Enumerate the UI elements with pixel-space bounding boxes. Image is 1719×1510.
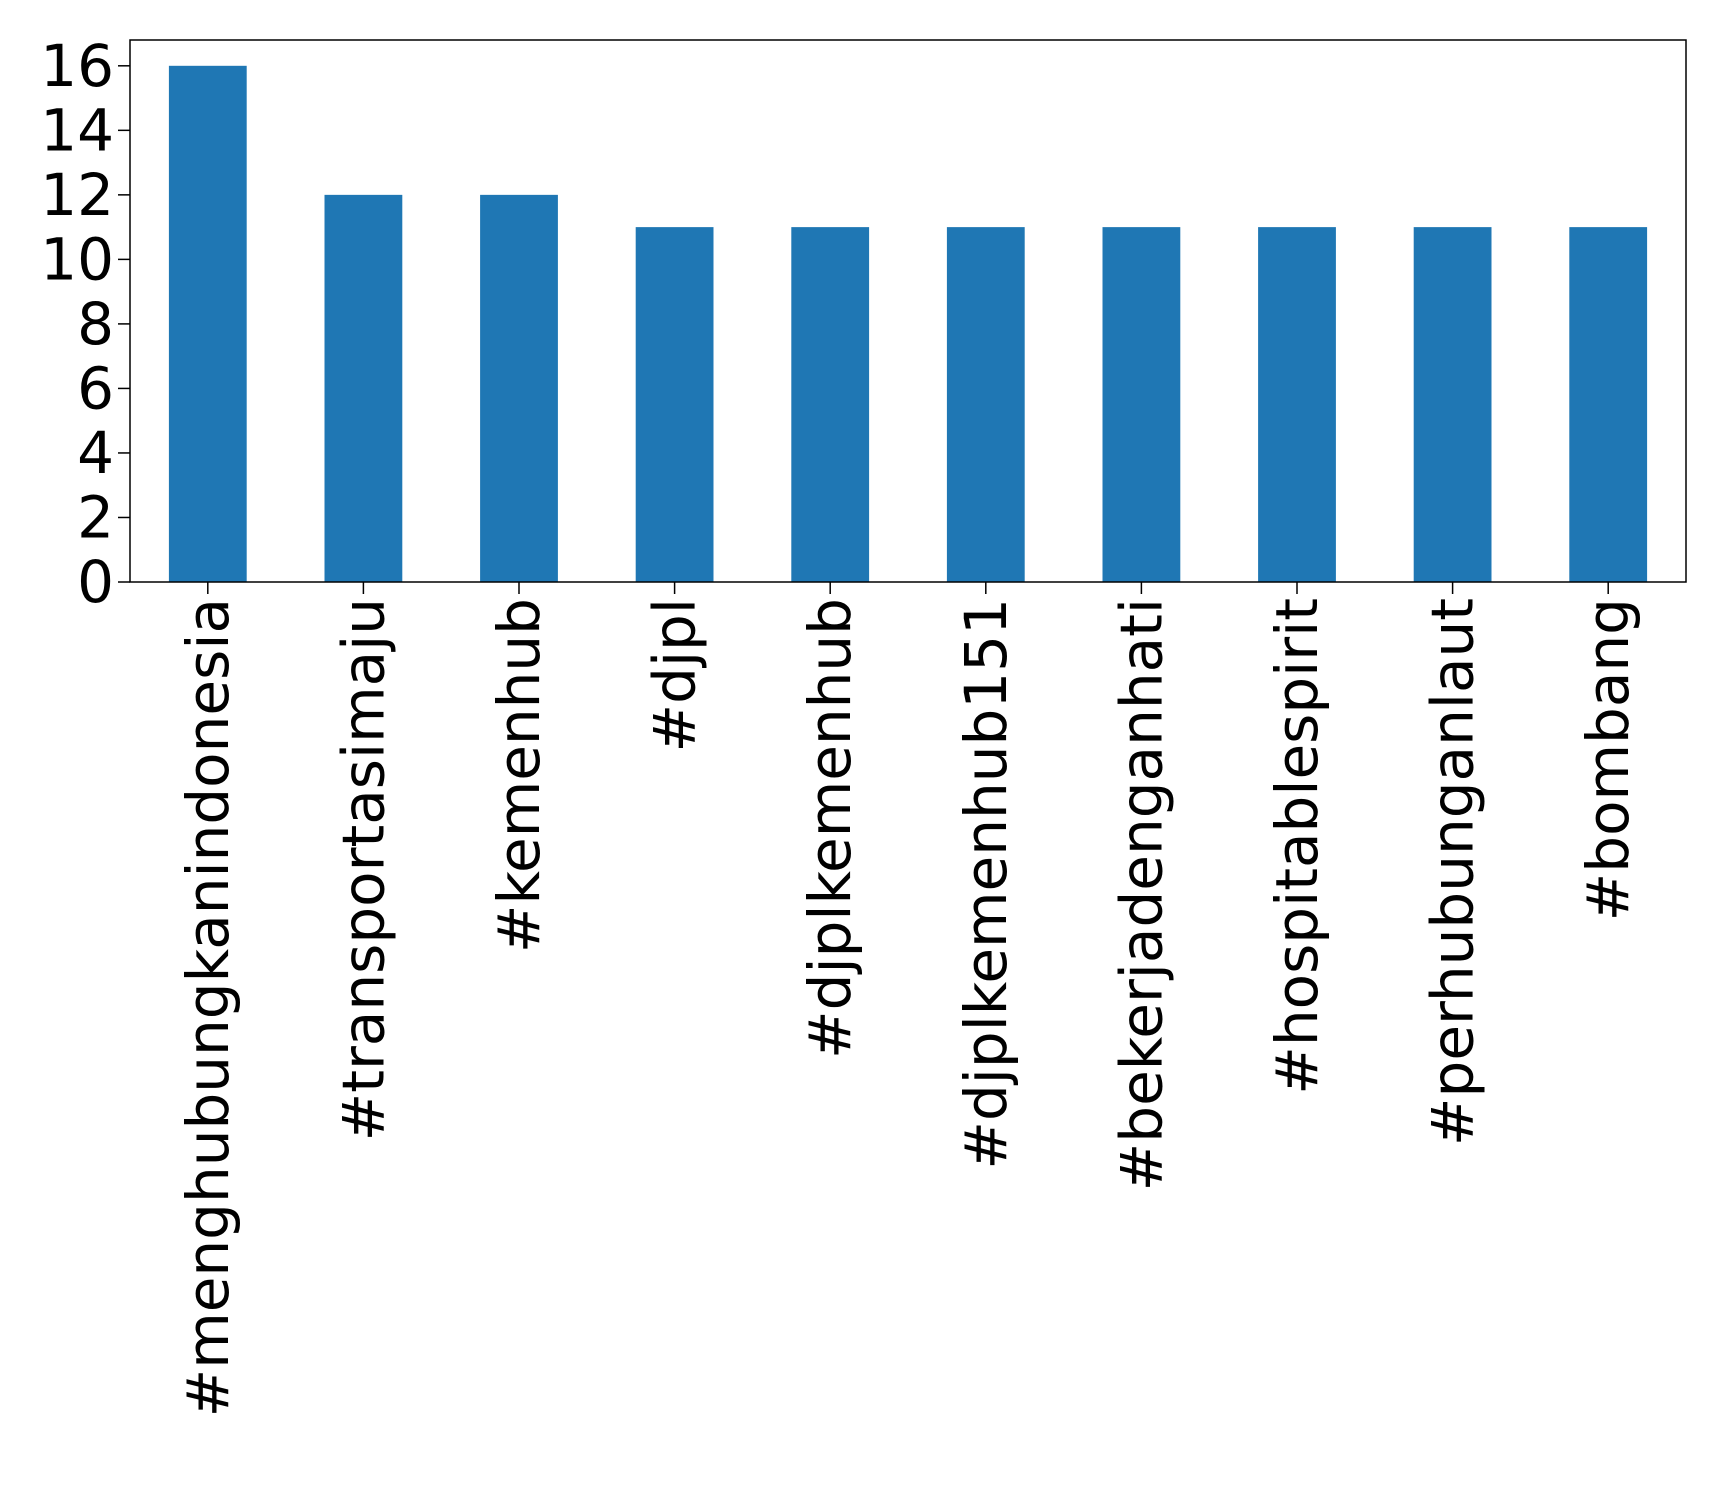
x-tick-label: #djplkemenhub151 bbox=[952, 598, 1020, 1170]
x-tick-label: #djpl bbox=[641, 598, 709, 752]
plot-frame bbox=[129, 39, 1687, 583]
x-tick-label: #kemenhub bbox=[485, 598, 553, 953]
y-tick-label: 0 bbox=[77, 548, 114, 616]
y-tick-label: 12 bbox=[40, 161, 114, 229]
x-tick-label: #transportasimaju bbox=[329, 598, 397, 1141]
y-tick-label: 10 bbox=[40, 225, 114, 293]
bar bbox=[480, 194, 558, 582]
y-tick-label: 2 bbox=[77, 483, 114, 551]
x-tick-label: #perhubunganlaut bbox=[1419, 598, 1487, 1146]
bar bbox=[1569, 227, 1648, 582]
y-tick-label: 8 bbox=[77, 290, 114, 358]
y-tick-label: 16 bbox=[40, 32, 114, 100]
x-tick-label: #bekerjadenganhati bbox=[1107, 598, 1175, 1191]
bar bbox=[324, 194, 403, 582]
bar bbox=[1258, 227, 1336, 582]
bar-series bbox=[168, 65, 1648, 583]
bar bbox=[946, 227, 1025, 582]
bar bbox=[635, 227, 714, 582]
x-tick-label: #djplkemenhub bbox=[796, 598, 864, 1059]
bar bbox=[1413, 227, 1492, 582]
x-tick-label: #hospitablespirit bbox=[1263, 598, 1331, 1095]
y-tick-label: 6 bbox=[77, 354, 114, 422]
x-axis: #menghubungkanindonesia #transportasimaju… bbox=[174, 582, 1642, 1417]
bar bbox=[1102, 227, 1181, 582]
y-tick-label: 14 bbox=[40, 96, 114, 164]
y-tick-label: 4 bbox=[77, 419, 114, 487]
x-tick-label: #menghubungkanindonesia bbox=[174, 598, 242, 1417]
bar bbox=[791, 227, 870, 582]
bar bbox=[168, 65, 247, 583]
x-tick-label: #bombang bbox=[1574, 598, 1642, 921]
